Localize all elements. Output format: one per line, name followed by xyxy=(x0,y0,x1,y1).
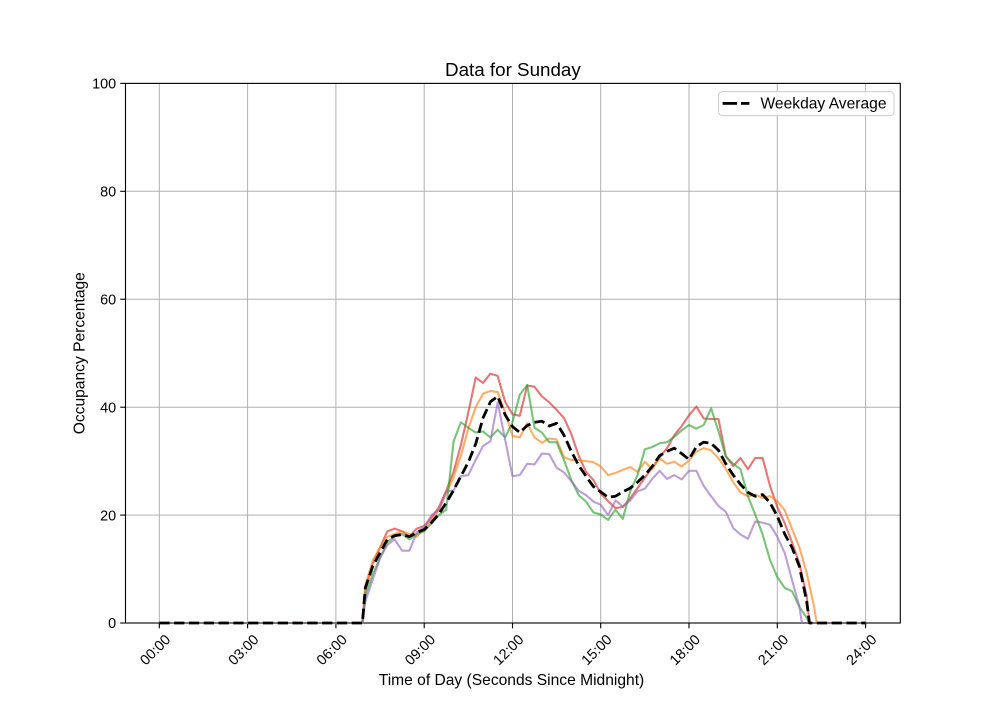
svg-text:Weekday Average: Weekday Average xyxy=(761,95,887,112)
svg-text:40: 40 xyxy=(100,400,116,416)
svg-text:Data for Sunday: Data for Sunday xyxy=(445,59,581,80)
svg-text:Occupancy Percentage: Occupancy Percentage xyxy=(72,272,89,434)
svg-text:60: 60 xyxy=(100,292,116,308)
svg-text:Time of Day (Seconds Since Mid: Time of Day (Seconds Since Midnight) xyxy=(379,672,645,689)
svg-text:80: 80 xyxy=(100,185,116,201)
svg-text:0: 0 xyxy=(108,616,116,632)
svg-text:20: 20 xyxy=(100,508,116,524)
svg-text:100: 100 xyxy=(92,77,116,93)
